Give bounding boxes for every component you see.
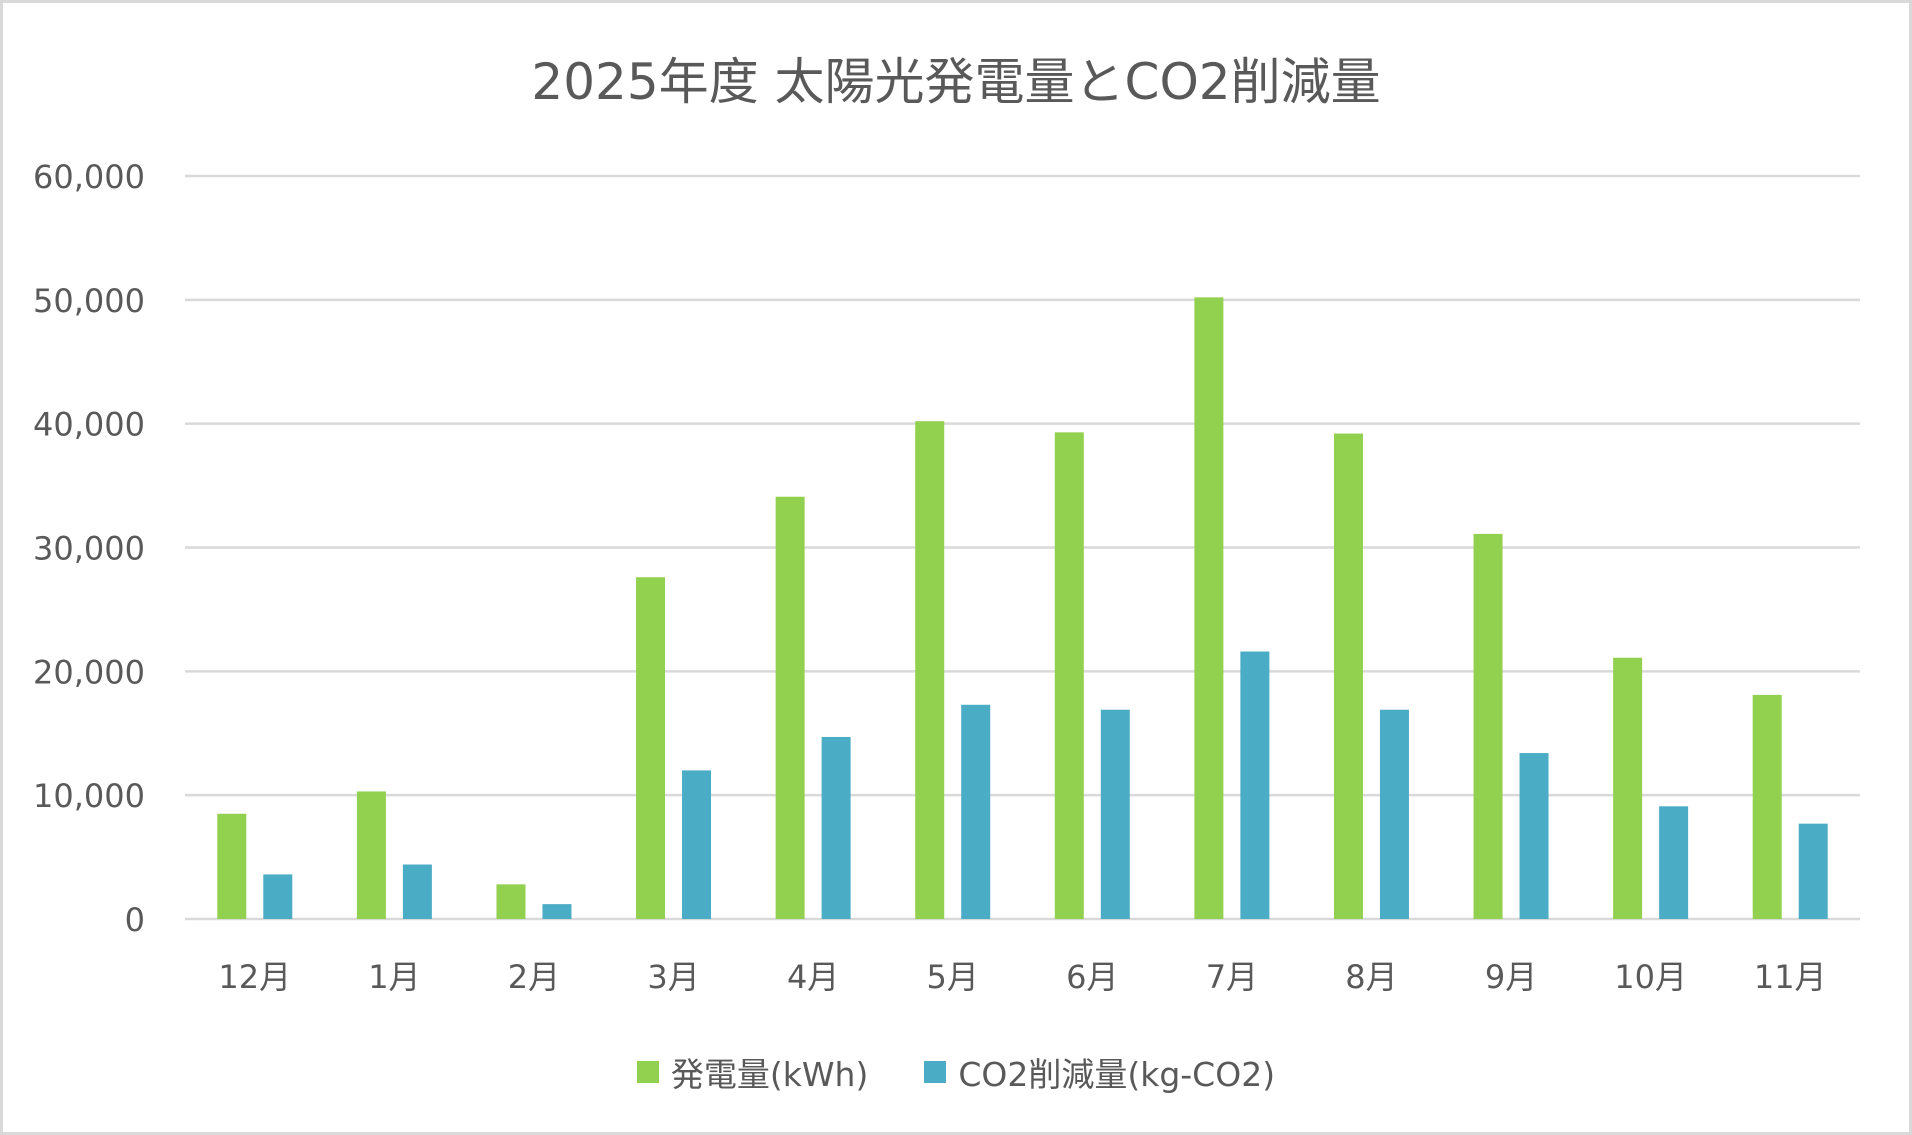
bar-generation [636,577,666,919]
legend-swatch-co2 [924,1061,947,1083]
bar-co2 [961,704,991,919]
bar-generation [217,813,247,919]
bars [217,297,1828,919]
x-tick-label: 1月 [368,958,420,996]
bar-co2 [1798,823,1828,919]
bar-generation [915,421,945,919]
bar-generation [356,791,386,919]
y-tick-label: 60,000 [33,158,145,196]
x-tick-label: 3月 [647,958,699,996]
x-axis-ticks: 12月 1月 2月 3月 4月 5月 6月 7月 8月 9月 10月 11月 [218,958,1826,996]
bar-co2 [1100,709,1130,919]
y-tick-label: 0 [125,901,145,939]
y-axis-ticks: 0 10,000 20,000 30,000 40,000 50,000 60,000 [33,158,145,939]
bar-generation [1333,433,1363,919]
bar-co2 [1240,651,1270,919]
chart-title: 2025年度 太陽光発電量とCO2削減量 [531,53,1381,111]
bar-co2 [263,874,293,919]
x-tick-label: 11月 [1754,958,1827,996]
bar-generation [775,496,805,919]
bar-generation [1194,297,1224,919]
y-tick-label: 20,000 [33,653,145,691]
bar-generation [1473,533,1503,919]
bar-co2 [1379,709,1409,919]
bar-co2 [402,864,432,919]
bar-co2 [542,904,572,919]
y-tick-label: 50,000 [33,282,145,320]
bar-generation [1613,657,1643,919]
legend-label-co2: CO2削減量(kg-CO2) [958,1055,1276,1094]
bar-co2 [682,770,712,919]
x-tick-label: 2月 [508,958,560,996]
x-tick-label: 10月 [1614,958,1687,996]
bar-generation [496,884,526,919]
bar-generation [1752,694,1782,919]
legend-item-co2: CO2削減量(kg-CO2) [924,1048,1275,1096]
bar-co2 [821,736,851,919]
x-tick-label: 4月 [787,958,839,996]
x-tick-label: 7月 [1206,958,1258,996]
legend: 発電量(kWh) CO2削減量(kg-CO2) [0,1048,1912,1096]
gridlines [185,174,1860,921]
y-tick-label: 10,000 [33,777,145,815]
bar-co2 [1659,806,1689,919]
x-tick-label: 12月 [218,958,291,996]
bar-co2 [1519,753,1549,919]
x-tick-label: 8月 [1345,958,1397,996]
y-tick-label: 30,000 [33,530,145,568]
y-tick-label: 40,000 [33,406,145,444]
legend-label-generation: 発電量(kWh) [670,1055,869,1094]
legend-item-generation: 発電量(kWh) [636,1048,869,1096]
x-tick-label: 9月 [1485,958,1537,996]
legend-swatch-generation [636,1061,659,1083]
bar-generation [1054,432,1084,919]
x-tick-label: 5月 [927,958,979,996]
x-tick-label: 6月 [1066,958,1118,996]
